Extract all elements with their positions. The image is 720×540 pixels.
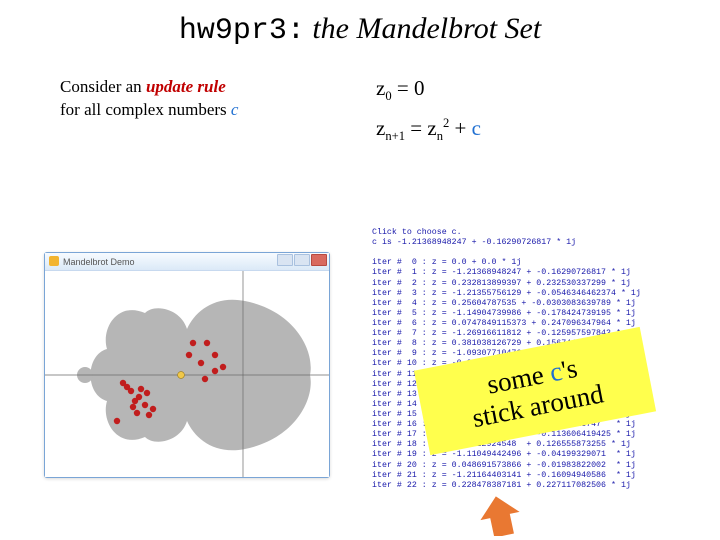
equation-2: zn+1 = zn2 + c <box>376 116 672 144</box>
window-buttons <box>277 254 327 266</box>
window-titlebar: Mandelbrot Demo <box>45 253 329 271</box>
title-code: hw9pr3: <box>179 14 305 48</box>
mandelbrot-window: Mandelbrot Demo <box>44 252 330 478</box>
figures-area: Mandelbrot Demo Click to choose c. c is … <box>0 248 720 540</box>
title-rest: the Mandelbrot Set <box>312 12 541 45</box>
mandelbrot-plot <box>45 271 329 477</box>
subtitle-row: Consider an update rule for all complex … <box>0 76 720 156</box>
plot-area <box>45 271 329 477</box>
close-button[interactable] <box>311 254 327 266</box>
minimize-button[interactable] <box>277 254 293 266</box>
equation-1: z0 = 0 <box>376 76 672 104</box>
slide-title: hw9pr3: the Mandelbrot Set <box>0 0 720 48</box>
maximize-button[interactable] <box>294 254 310 266</box>
arrow-icon <box>480 496 520 536</box>
description-text: Consider an update rule for all complex … <box>60 76 356 156</box>
equations: z0 = 0 zn+1 = zn2 + c <box>356 76 672 156</box>
window-title: Mandelbrot Demo <box>63 257 135 267</box>
